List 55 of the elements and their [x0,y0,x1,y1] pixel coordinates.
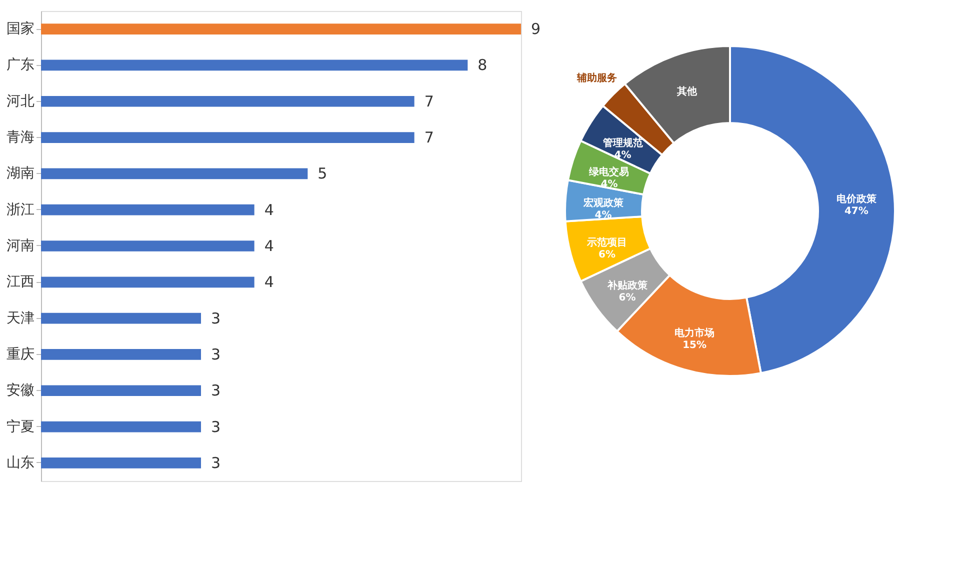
data-label: 3 [211,345,221,364]
bar [41,312,201,324]
y-tick-label: 山东 [6,454,34,471]
y-tick-label: 江西 [6,274,34,290]
data-label: 4% [614,150,632,161]
slice-label: 电力市场 [674,326,715,339]
data-label: 9 [531,20,541,38]
slice-label: 示范项目 [586,236,627,249]
bar [41,385,201,396]
data-label: 4 [264,237,274,255]
data-label: 3 [211,454,221,472]
y-tick-label: 河南 [6,238,34,254]
slice-label: 管理规范 [602,136,644,149]
bar [41,276,254,288]
y-tick-label: 安徽 [6,382,34,399]
y-tick-label: 浙江 [6,202,34,218]
slice-label: 其他 [676,86,698,98]
y-tick-label: 河北 [6,93,34,110]
data-label: 5 [318,164,328,183]
data-label: 4% [600,178,618,190]
bar [41,96,414,107]
y-tick-label: 青海 [6,130,34,146]
bar [41,204,254,216]
data-label: 6% [598,250,616,261]
data-label: 47% [844,206,868,218]
bar [41,168,308,180]
y-tick-label: 宁夏 [6,418,34,435]
slice-label: 宏观政策 [582,197,624,210]
bar [41,421,201,432]
slice-label: 辅助服务 [576,72,618,84]
slice-label: 电价政策 [836,193,878,206]
data-label: 4% [594,210,612,222]
y-tick-label: 国家 [6,21,34,38]
data-label: 7 [424,92,434,110]
bar [41,240,254,252]
y-tick-label: 湖南 [6,166,34,182]
y-tick-label: 天津 [6,310,34,326]
slice-label: 绿电交易 [588,166,630,178]
data-label: 8 [478,56,488,74]
bar [41,458,201,468]
data-label: 3 [211,309,221,328]
data-label: 7 [424,128,434,147]
bar [41,60,468,71]
data-label: 6% [618,292,636,304]
bar [41,349,201,360]
slice-label: 补贴政策 [606,280,648,292]
bar [41,132,414,143]
data-label: 15% [682,340,707,351]
data-label: 4 [264,273,274,292]
data-label: 4 [264,200,274,219]
bar [41,24,521,34]
y-tick-label: 广东 [6,57,34,74]
y-tick-label: 重庆 [6,346,34,362]
data-label: 3 [211,382,221,400]
data-label: 3 [211,418,221,436]
